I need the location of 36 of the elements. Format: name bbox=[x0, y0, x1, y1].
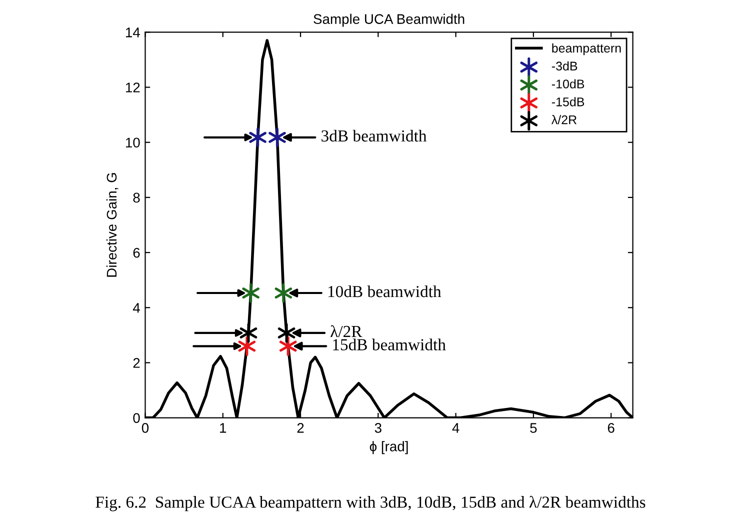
y-tick-label: 6 bbox=[133, 248, 140, 258]
y-tick-label: 8 bbox=[133, 192, 140, 203]
point bbox=[238, 336, 256, 356]
x-tick-label: 6 bbox=[608, 423, 614, 433]
x-tick-label: 3 bbox=[374, 423, 382, 433]
legend-label: -3dB bbox=[552, 61, 578, 71]
x-tick-label: 5 bbox=[530, 423, 537, 433]
point bbox=[279, 336, 297, 356]
point bbox=[242, 283, 260, 303]
y-tick-label: 10 bbox=[126, 138, 140, 148]
y-tick-label: 2 bbox=[133, 358, 140, 368]
y-tick-label: 4 bbox=[132, 303, 140, 313]
point bbox=[278, 323, 296, 343]
y-tick-label: 14 bbox=[126, 28, 140, 38]
chart-title: Sample UCA Beamwidth bbox=[314, 14, 464, 27]
x-tick-label: 1 bbox=[220, 423, 226, 433]
x-tick-label: 0 bbox=[142, 423, 149, 433]
y-tick-label: 0 bbox=[133, 413, 140, 423]
y-axis-title: Directive Gain, G bbox=[106, 173, 118, 277]
point bbox=[274, 283, 292, 303]
legend-label: λ/2R bbox=[551, 115, 577, 124]
x-axis-title: ϕ [rad] bbox=[370, 441, 408, 454]
point bbox=[268, 128, 286, 148]
annotation: 10dB beamwidth bbox=[328, 285, 442, 298]
caption: Fig. 6.2 Sample UCAA beampattern with 3dB, 10dB, 15dB and λ/2R beamwidths bbox=[96, 496, 646, 512]
annotation: 15dB beamwidth bbox=[333, 338, 446, 350]
legend-label: -10dB bbox=[552, 79, 584, 88]
annotation: 3dB beamwidth bbox=[322, 130, 427, 142]
legend-label: -15dB bbox=[552, 97, 584, 106]
x-tick-label: 4 bbox=[452, 423, 460, 433]
point bbox=[240, 323, 258, 343]
point bbox=[249, 128, 266, 148]
x-tick-label: 2 bbox=[297, 423, 304, 433]
legend-label: beampattern bbox=[552, 43, 621, 56]
y-tick-label: 12 bbox=[126, 82, 140, 92]
annotation: λ/2R bbox=[330, 325, 362, 338]
